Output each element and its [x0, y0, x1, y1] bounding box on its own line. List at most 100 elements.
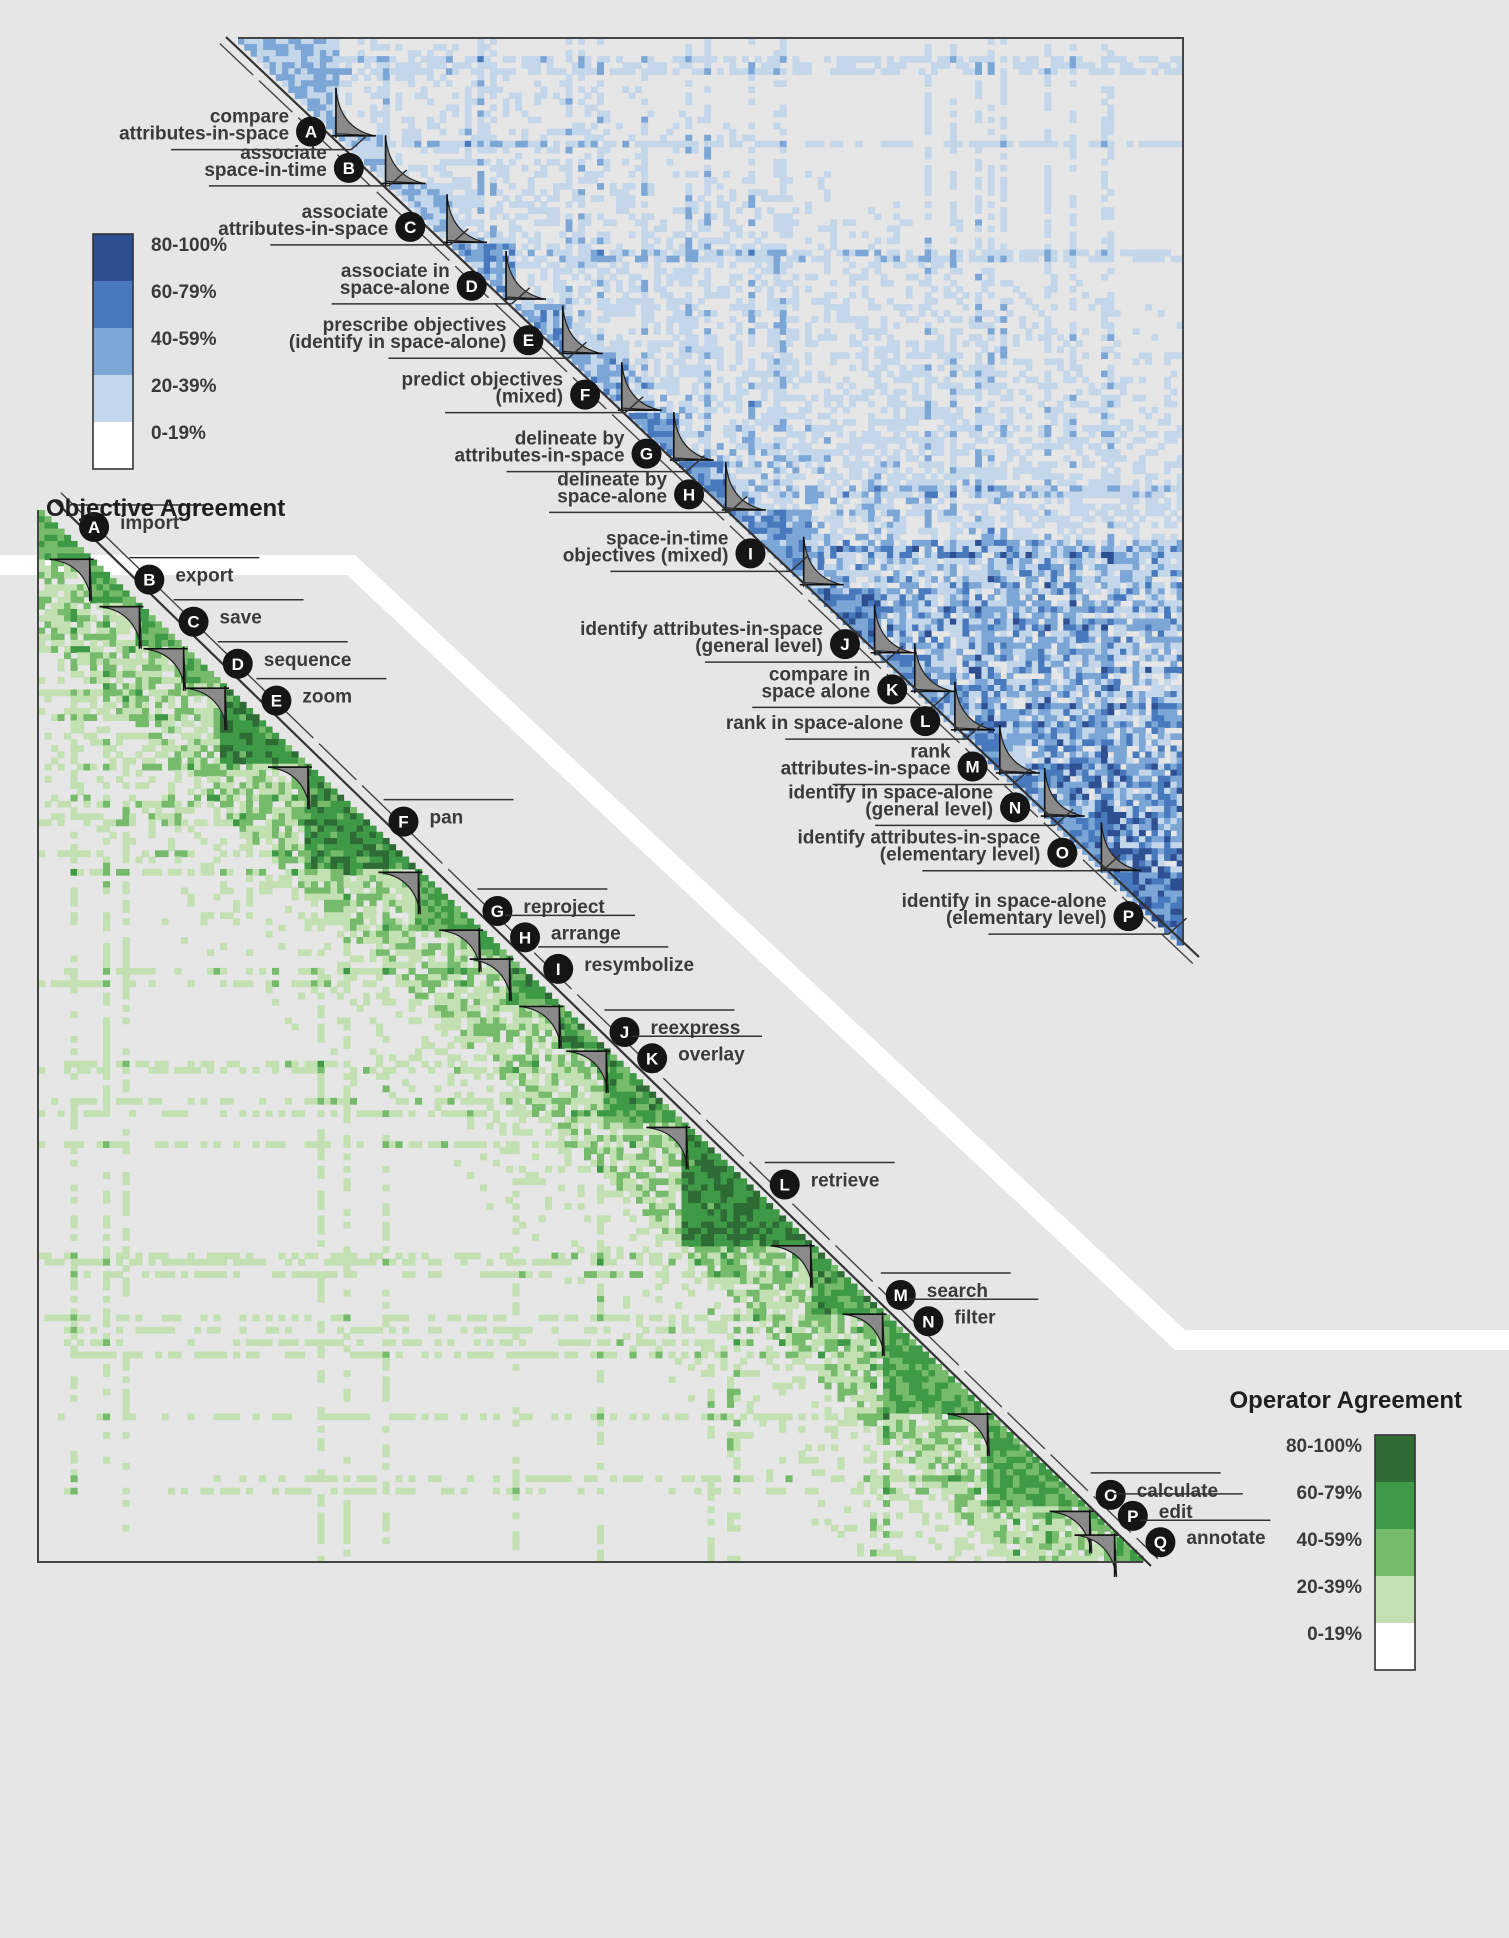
heat-cell — [823, 171, 831, 178]
heat-cell — [773, 328, 781, 335]
heat-cell — [1101, 370, 1108, 378]
heat-cell — [949, 346, 957, 354]
heat-cell — [1075, 497, 1083, 505]
heat-cell — [1038, 551, 1045, 559]
heat-cell — [1000, 576, 1008, 583]
heat-cell — [1132, 467, 1140, 474]
heat-cell — [603, 364, 611, 372]
heat-cell — [975, 630, 982, 638]
heat-cell — [1069, 358, 1077, 366]
heat-cell — [1050, 412, 1058, 420]
heat-cell — [1019, 370, 1027, 378]
heat-cell — [1025, 68, 1033, 75]
heat-cell — [842, 310, 850, 317]
heat-cell — [924, 485, 932, 493]
heat-cell — [376, 146, 384, 154]
heat-cell — [874, 370, 882, 378]
heat-cell — [805, 509, 812, 517]
heat-cell — [1151, 449, 1159, 456]
heat-cell — [313, 50, 321, 57]
heat-cell — [1069, 394, 1077, 402]
heat-cell — [994, 533, 1001, 541]
heat-cell — [861, 558, 869, 565]
heat-cell — [1063, 684, 1071, 692]
heat-cell — [1176, 424, 1184, 432]
heat-cell — [445, 50, 453, 57]
heat-cell — [584, 249, 592, 257]
heat-cell — [364, 158, 371, 166]
heat-cell — [471, 140, 478, 148]
heat-cell — [836, 588, 844, 595]
heat-cell — [313, 92, 321, 100]
heat-cell — [975, 437, 982, 444]
heat-cell — [1063, 630, 1071, 638]
heat-cell — [956, 624, 964, 632]
heat-cell — [937, 461, 945, 468]
heat-cell — [924, 576, 932, 583]
heat-cell — [893, 570, 901, 577]
heat-cell — [1050, 678, 1058, 686]
heat-cell — [975, 158, 982, 166]
heat-cell — [1101, 666, 1108, 674]
heat-cell — [975, 636, 982, 644]
heat-cell — [1157, 558, 1165, 565]
heat-cell — [918, 412, 926, 420]
heat-cell — [1069, 570, 1077, 577]
heat-cell — [666, 273, 674, 281]
heat-cell — [1151, 642, 1159, 650]
heat-cell — [1176, 612, 1184, 620]
heat-cell — [1151, 678, 1159, 686]
heat-cell — [893, 424, 901, 432]
heat-cell — [597, 146, 604, 154]
heat-cell — [653, 424, 661, 432]
heat-cell — [1075, 654, 1083, 662]
heat-cell — [874, 582, 882, 589]
heat-cell — [899, 219, 907, 227]
heat-cell — [1088, 62, 1096, 69]
heat-cell — [949, 437, 957, 444]
heat-cell — [962, 62, 970, 69]
heat-cell — [754, 467, 762, 474]
heat-cell — [1164, 140, 1171, 148]
heat-cell — [779, 521, 787, 529]
heat-cell — [603, 237, 611, 245]
heat-cell — [704, 279, 712, 287]
heat-cell — [1012, 660, 1020, 668]
heat-cell — [1063, 703, 1071, 710]
heat-cell — [1006, 684, 1014, 692]
heat-cell — [1019, 727, 1027, 734]
heat-cell — [1044, 394, 1052, 402]
heat-cell — [1082, 721, 1090, 728]
heat-cell — [685, 56, 693, 63]
heat-cell — [1075, 551, 1083, 559]
heat-cell — [1157, 545, 1165, 553]
heat-cell — [420, 207, 428, 214]
heat-cell — [868, 503, 875, 511]
heat-cell — [767, 255, 775, 263]
heat-cell — [1170, 600, 1178, 607]
heat-cell — [786, 352, 793, 360]
heat-cell — [805, 418, 812, 426]
heat-cell — [1120, 703, 1127, 710]
heat-cell — [811, 140, 819, 148]
heat-cell — [704, 461, 712, 468]
heat-cell — [861, 491, 869, 499]
heat-cell — [1025, 594, 1033, 601]
heat-cell — [918, 612, 926, 620]
heat-cell — [975, 691, 982, 698]
heat-cell — [1107, 213, 1115, 220]
heat-cell — [905, 140, 913, 148]
heat-cell — [786, 298, 793, 305]
heat-cell — [905, 219, 913, 227]
heat-cell — [1025, 588, 1033, 595]
heat-cell — [880, 582, 888, 589]
heat-cell — [767, 304, 775, 311]
heat-cell — [1075, 721, 1083, 728]
heat-cell — [1057, 582, 1064, 589]
heat-cell — [823, 225, 831, 233]
heat-cell — [760, 509, 768, 517]
heat-cell — [534, 207, 541, 214]
heat-cell — [1157, 588, 1165, 595]
heat-cell — [1101, 310, 1108, 317]
heat-cell — [382, 62, 390, 69]
